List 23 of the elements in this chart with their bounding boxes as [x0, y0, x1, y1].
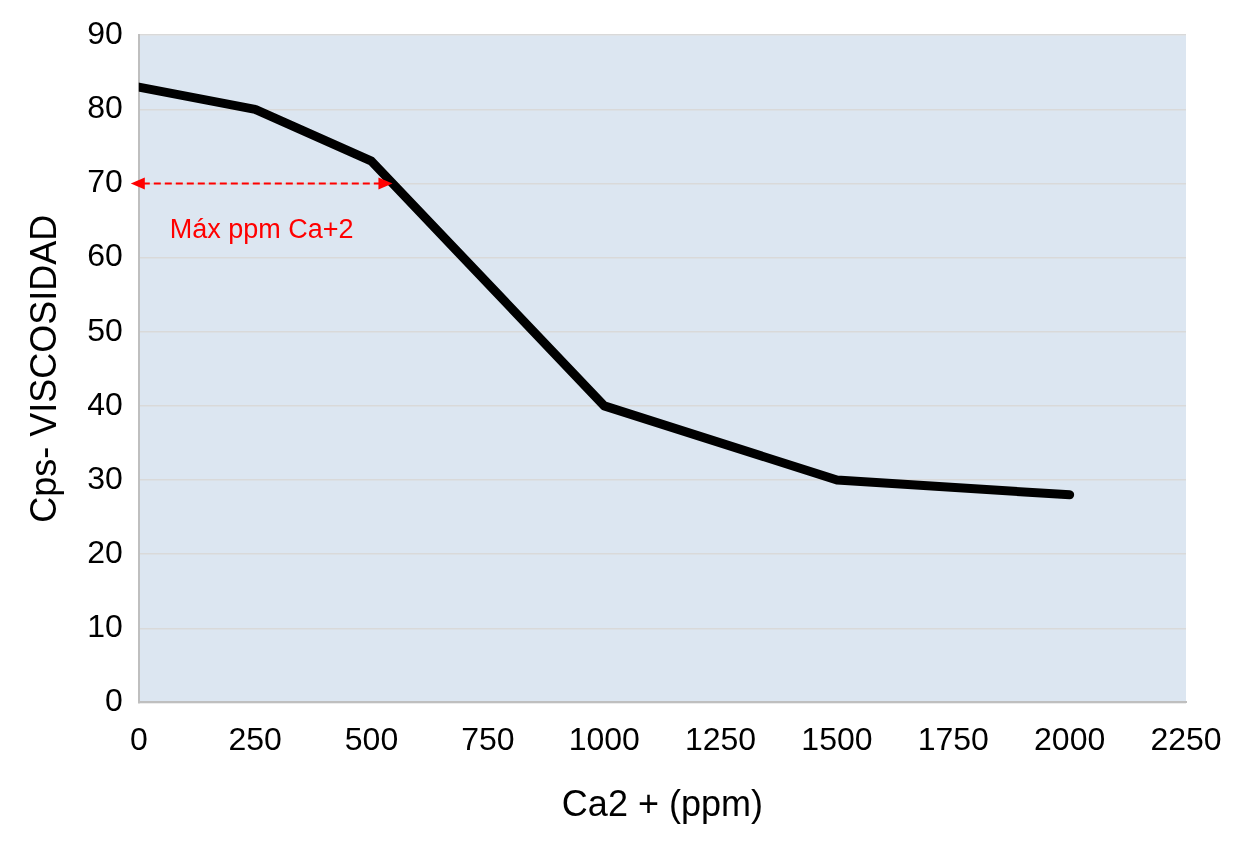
y-axis-title: Cps- VISCOSIDAD [22, 214, 64, 523]
y-tick-label: 60 [87, 237, 123, 274]
x-tick-label: 1750 [917, 721, 989, 758]
x-axis-title: Ca2 + (ppm) [561, 783, 763, 825]
x-tick-label: 250 [228, 721, 282, 758]
x-tick-label: 2250 [1150, 721, 1222, 758]
y-tick-label: 90 [87, 15, 123, 52]
x-tick-label: 750 [461, 721, 515, 758]
x-tick-label: 0 [129, 721, 148, 758]
y-tick-label: 20 [87, 533, 123, 570]
y-tick-label: 70 [87, 163, 123, 200]
annotation: Máx ppm Ca+2 [169, 214, 354, 245]
y-tick-label: 50 [87, 311, 123, 348]
y-tick-label: 40 [87, 385, 123, 422]
y-tick-label: 10 [87, 608, 123, 645]
x-tick-label: 500 [344, 721, 399, 758]
y-tick-label: 80 [87, 89, 123, 126]
y-tick-label: 30 [87, 459, 123, 496]
x-tick-label: 1000 [568, 721, 640, 758]
x-tick-label: 2000 [1034, 721, 1106, 758]
x-tick-label: 1500 [801, 721, 873, 758]
y-tick-label: 0 [105, 682, 123, 719]
x-tick-label: 1250 [684, 721, 757, 758]
